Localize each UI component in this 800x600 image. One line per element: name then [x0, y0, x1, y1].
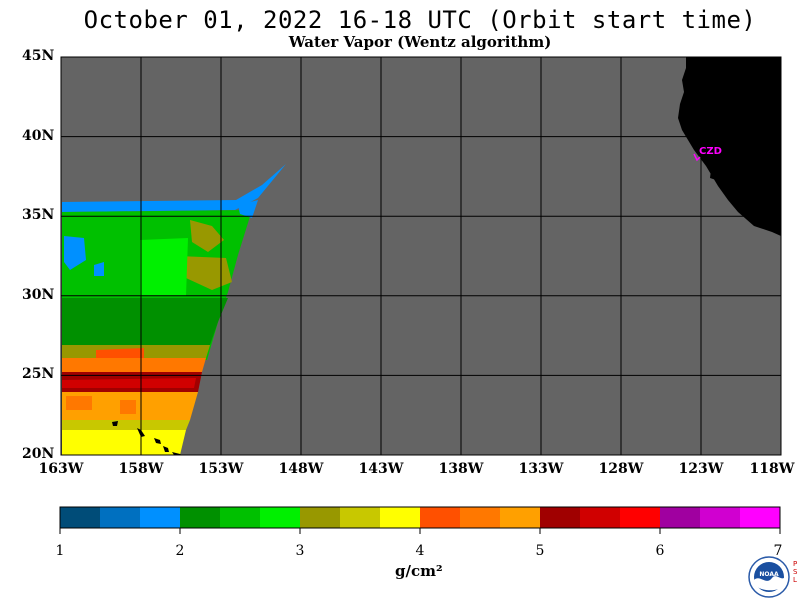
colorbar-swatch [180, 507, 220, 528]
colorbar-tick-label: 5 [535, 543, 545, 559]
colorbar [59, 506, 781, 534]
colorbar-swatch [100, 507, 140, 528]
lat-label: 40N [22, 127, 55, 144]
lon-label: 143W [358, 461, 404, 477]
swath-patch-8 [120, 400, 136, 414]
svg-text:NOAA: NOAA [759, 571, 779, 578]
lat-label: 35N [22, 207, 55, 224]
lon-label: 153W [198, 461, 244, 477]
colorbar-swatch [660, 507, 700, 528]
swath-patch-0 [64, 236, 86, 270]
lat-lon-grid [60, 56, 782, 456]
swath-patch-3 [190, 220, 224, 252]
colorbar-swatch [260, 507, 300, 528]
lat-label: 20N [22, 446, 55, 462]
swath-patch-9 [96, 348, 144, 358]
colorbar-swatch [740, 507, 780, 528]
lat-label: 25N [22, 366, 55, 383]
colorbar-swatch [420, 507, 460, 528]
colorbar-swatch [60, 507, 100, 528]
colorbar-tick-label: 1 [55, 543, 65, 559]
swath-patch-6 [62, 378, 196, 388]
colorbar-swatch [340, 507, 380, 528]
swath-patch-4 [178, 256, 232, 290]
lon-label: 138W [438, 461, 484, 477]
colorbar-swatch [580, 507, 620, 528]
colorbar-tick-label: 7 [773, 543, 783, 559]
land-mass [678, 57, 781, 236]
swath-patch-5 [140, 238, 188, 296]
satellite-swath [62, 164, 286, 455]
lon-label: 118W [749, 461, 795, 477]
colorbar-swatch [140, 507, 180, 528]
station-label-czd: CZD [699, 146, 722, 157]
psl-text: PSL [793, 560, 798, 584]
page-subtitle: Water Vapor (Wentz algorithm) [288, 33, 552, 51]
noaa-logo: NOAA [748, 556, 790, 598]
colorbar-swatch [300, 507, 340, 528]
swath-band-2 [62, 298, 228, 345]
lon-label: 128W [598, 461, 644, 477]
colorbar-swatch [620, 507, 660, 528]
lon-label: 133W [518, 461, 564, 477]
colorbar-swatch [540, 507, 580, 528]
colorbar-swatch [500, 507, 540, 528]
lon-label: 148W [278, 461, 324, 477]
colorbar-tick-label: 4 [415, 543, 425, 559]
colorbar-units: g/cm² [395, 562, 443, 580]
colorbar-swatch [460, 507, 500, 528]
lon-label: 163W [38, 461, 84, 477]
station-marker [693, 153, 701, 162]
swath-band-4 [62, 358, 206, 372]
swath-patch-7 [66, 396, 92, 410]
colorbar-swatch [220, 507, 260, 528]
colorbar-tick-label: 2 [175, 543, 185, 559]
swath-patch-2 [238, 200, 258, 218]
colorbar-tick-label: 3 [295, 543, 305, 559]
colorbar-tick-label: 6 [655, 543, 665, 559]
swath-band-0 [62, 164, 286, 212]
colorbar-swatch [700, 507, 740, 528]
lon-label: 123W [678, 461, 724, 477]
swath-band-7 [62, 420, 190, 430]
page-title: October 01, 2022 16-18 UTC (Orbit start … [83, 6, 757, 34]
lat-label: 30N [22, 286, 55, 303]
lon-label: 158W [118, 461, 164, 477]
swath-patch-1 [94, 262, 104, 276]
swath-band-8 [62, 430, 186, 455]
colorbar-swatch [380, 507, 420, 528]
lat-label: 45N [22, 48, 55, 64]
